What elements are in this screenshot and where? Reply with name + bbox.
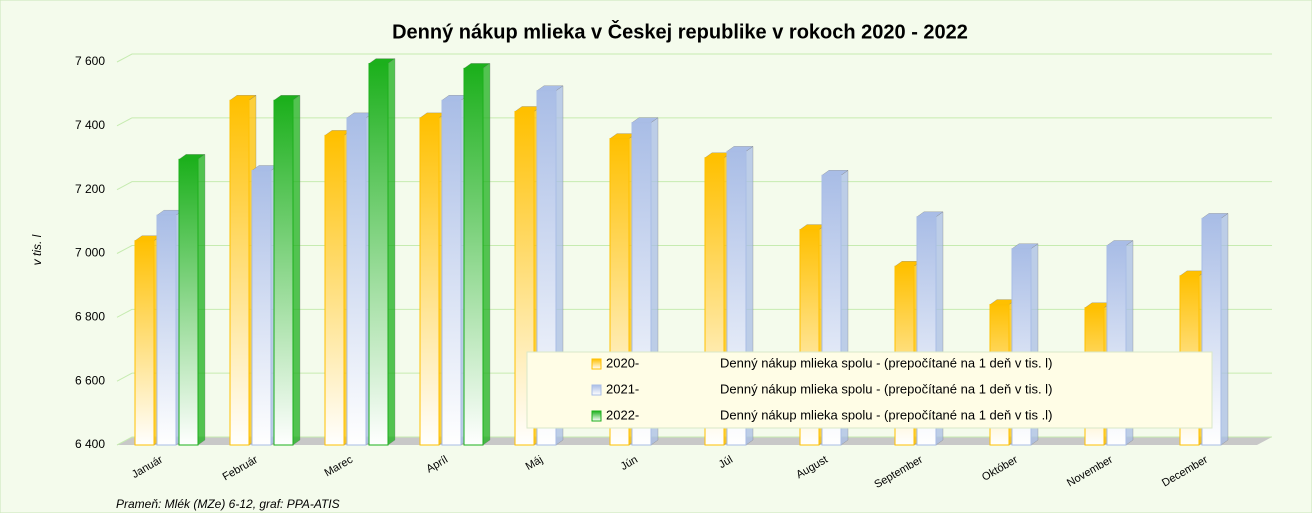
legend-name: 2021-	[606, 381, 639, 396]
legend-description: Denný nákup mlieka spolu - (prepočítané …	[720, 407, 1052, 422]
chart-title: Denný nákup mlieka v Českej republike v …	[392, 19, 968, 43]
bar-side	[197, 154, 206, 446]
legend-description: Denný nákup mlieka spolu - (prepočítané …	[720, 381, 1052, 396]
y-tick-label: 7 400	[75, 118, 105, 132]
bar	[273, 99, 294, 446]
bar-side	[1220, 213, 1229, 446]
y-tick-label: 6 600	[75, 373, 105, 387]
y-axis-label: v tis. l	[30, 234, 44, 265]
bar	[346, 117, 367, 446]
legend-swatch	[591, 384, 602, 396]
grid-line	[116, 308, 1272, 318]
bar	[178, 158, 199, 446]
bar	[156, 214, 177, 446]
legend-name: 2022-	[606, 407, 639, 422]
legend-description: Denný nákup mlieka spolu - (prepočítané …	[720, 355, 1052, 370]
source-note: Prameň: Mlék (MZe) 6-12, graf: PPA-ATIS	[116, 497, 340, 511]
legend-swatch	[591, 358, 602, 370]
bar	[134, 240, 155, 446]
grid-line	[116, 436, 1272, 446]
y-tick-label: 6 400	[75, 437, 105, 451]
y-tick-label: 6 800	[75, 310, 105, 324]
bar	[419, 117, 440, 446]
floor	[117, 437, 1272, 445]
grid-line	[116, 117, 1272, 127]
y-tick-label: 7 600	[75, 54, 105, 68]
bar	[229, 99, 250, 446]
bar-side	[292, 95, 301, 446]
bar-side	[387, 58, 396, 446]
bar	[441, 99, 462, 446]
grid-line	[116, 181, 1272, 191]
bar	[324, 134, 345, 446]
bar	[463, 67, 484, 446]
bar	[368, 63, 389, 446]
legend-name: 2020-	[606, 355, 639, 370]
legend-box	[526, 351, 1213, 429]
grid-line	[116, 53, 1272, 63]
legend-swatch	[591, 410, 602, 422]
y-tick-label: 7 000	[75, 246, 105, 260]
grid-line	[116, 245, 1272, 254]
bar	[251, 170, 272, 446]
bar-side	[482, 63, 491, 446]
y-tick-label: 7 200	[75, 182, 105, 196]
